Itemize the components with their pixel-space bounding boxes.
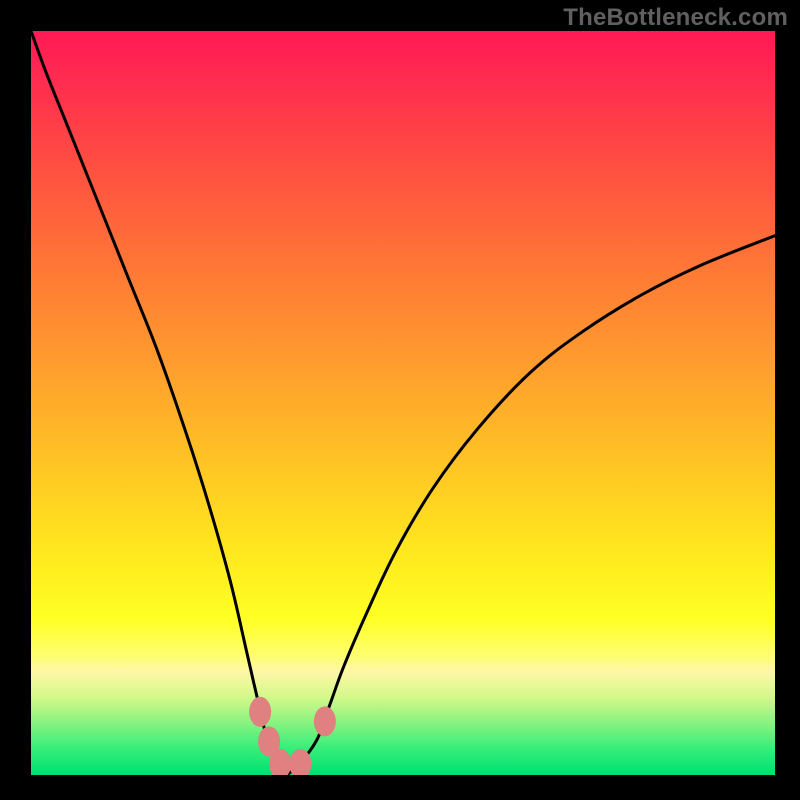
plot-background [31, 31, 775, 775]
watermark-text: TheBottleneck.com [563, 4, 788, 32]
curve-marker [314, 706, 336, 736]
plot-area [31, 31, 775, 775]
chart-frame: TheBottleneck.com [0, 0, 800, 800]
curve-marker [249, 697, 271, 727]
plot-svg [31, 31, 775, 775]
